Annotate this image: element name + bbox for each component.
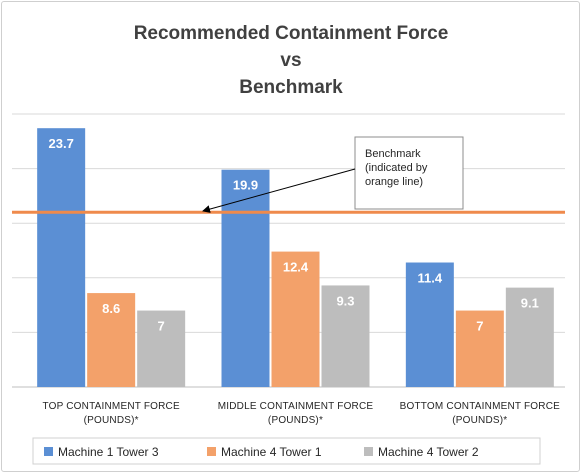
- data-label: 9.1: [521, 296, 539, 311]
- legend-label: Machine 4 Tower 1: [221, 445, 322, 459]
- bar: [87, 293, 136, 387]
- data-label: 9.3: [336, 293, 354, 308]
- annotation: Benchmark (indicated by orange line): [202, 136, 464, 213]
- legend-swatch: [207, 447, 216, 456]
- category-label: TOP CONTAINMENT FORCE: [42, 401, 179, 412]
- chart-title-line: Recommended Containment Force: [134, 23, 449, 44]
- chart-title: Recommended Containment Force vs Benchmark: [134, 23, 449, 98]
- annotation-arrow: [202, 168, 356, 213]
- bar: [321, 285, 370, 387]
- legend-label: Machine 1 Tower 3: [58, 445, 159, 459]
- annotation-text: (indicated by: [365, 162, 428, 174]
- category-labels: TOP CONTAINMENT FORCE (POUNDS)* MIDDLE CON…: [42, 401, 560, 426]
- bar: [455, 310, 504, 387]
- legend-box: [32, 437, 541, 465]
- data-label: 8.6: [102, 301, 120, 316]
- chart-title-line: Benchmark: [239, 77, 343, 98]
- category-label: (POUNDS)*: [452, 415, 507, 426]
- bar: [405, 262, 454, 387]
- category-label: (POUNDS)*: [268, 415, 323, 426]
- bar: [37, 128, 86, 388]
- legend-label: Machine 4 Tower 2: [378, 445, 479, 459]
- bars: 23.7 8.6 7 19.9 12.4 9.3 11.4 7 9.1: [37, 128, 554, 388]
- bar: [505, 287, 554, 387]
- data-label: 23.7: [49, 136, 74, 151]
- category-label: MIDDLE CONTAINMENT FORCE: [218, 401, 374, 412]
- bar: [271, 251, 320, 387]
- annotation-text: orange line): [365, 176, 423, 188]
- bar: [221, 169, 270, 387]
- legend-swatch: [364, 447, 373, 456]
- annotation-text: Benchmark: [365, 148, 421, 160]
- data-label: 7: [158, 319, 165, 334]
- data-label: 11.4: [418, 271, 443, 286]
- category-label: (POUNDS)*: [84, 415, 139, 426]
- bar: [137, 310, 186, 387]
- category-label: BOTTOM CONTAINMENT FORCE: [400, 401, 560, 412]
- data-label: 19.9: [233, 178, 258, 193]
- chart-title-line: vs: [280, 50, 301, 71]
- data-label: 12.4: [283, 260, 309, 275]
- data-label: 7: [476, 319, 483, 334]
- legend: Machine 1 Tower 3 Machine 4 Tower 1 Machin…: [32, 437, 541, 465]
- annotation-box: [354, 136, 464, 210]
- legend-swatch: [44, 447, 53, 456]
